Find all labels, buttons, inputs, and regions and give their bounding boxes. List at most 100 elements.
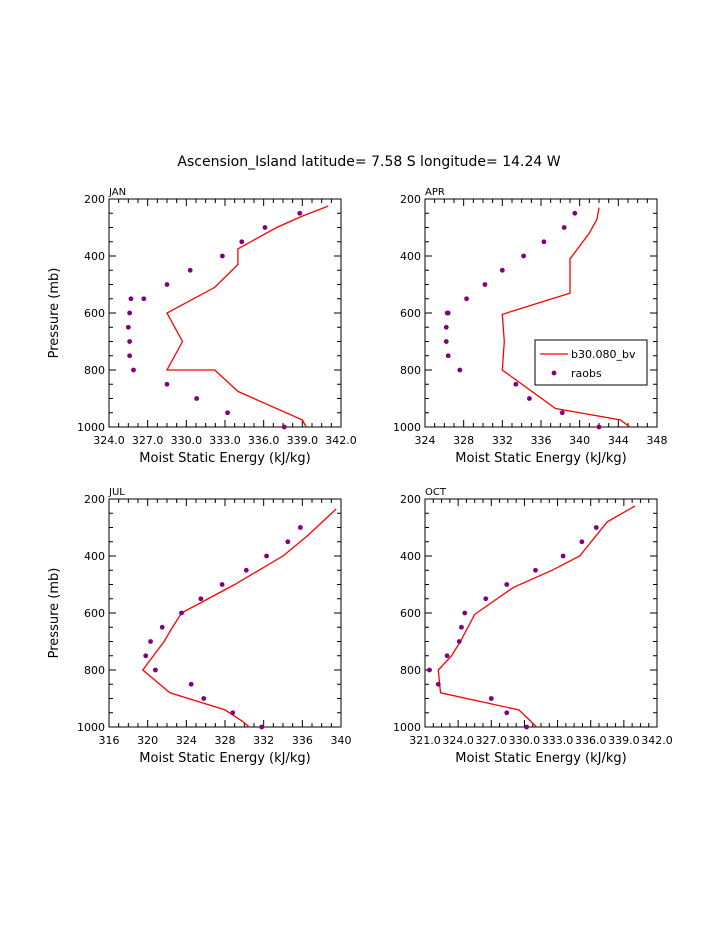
x-tick-label: 342.0: [641, 734, 673, 747]
x-tick-label: 340: [569, 434, 590, 447]
data-point-raobs: [488, 696, 494, 701]
x-tick-label: 336.0: [575, 734, 607, 747]
legend-label-obs: raobs: [571, 367, 602, 380]
data-point-raobs: [513, 381, 519, 387]
data-point-raobs: [504, 710, 510, 716]
panel-label: JAN: [108, 187, 126, 198]
data-point-raobs: [194, 396, 200, 401]
data-point-raobs: [239, 239, 245, 245]
x-tick-label: 321.0: [409, 734, 441, 747]
legend-dot-swatch: [551, 370, 557, 376]
y-tick-label: 1000: [393, 721, 421, 734]
legend-box: [534, 339, 648, 386]
series-line-model: [165, 205, 329, 428]
panel-jan: JAN 324.0 327.0 330.0 333.0 336.0 339.0 342.0 20…: [47, 187, 357, 466]
data-point-raobs: [264, 553, 269, 559]
x-tick-label: 316: [99, 734, 120, 747]
data-point-raobs: [188, 681, 194, 687]
x-tick-label: 328: [215, 734, 236, 747]
x-tick-label: 330.0: [171, 434, 203, 447]
y-tick-label: 800: [400, 664, 421, 677]
y-tick-label: 400: [400, 550, 421, 563]
data-point-raobs: [443, 324, 449, 330]
data-point-raobs: [561, 225, 567, 230]
data-point-raobs: [297, 210, 303, 216]
data-point-raobs: [499, 267, 505, 273]
data-point-raobs: [220, 253, 225, 259]
panel-apr: APR 324 328 332 336 340 344 348 200 400 600 800 1000…: [393, 187, 668, 466]
data-point-raobs: [560, 553, 566, 559]
y-tick-label: 800: [400, 364, 421, 377]
x-tick-label: 324.0: [93, 434, 125, 447]
x-tick-label: 332: [492, 434, 513, 447]
y-tick-label: 200: [400, 193, 421, 206]
data-point-raobs: [125, 324, 131, 330]
data-point-raobs: [127, 339, 133, 344]
data-point-raobs: [596, 424, 602, 430]
data-point-raobs: [141, 296, 147, 302]
x-tick-label: 333.0: [542, 734, 574, 747]
data-point-raobs: [143, 653, 149, 659]
x-tick-label: 327.0: [132, 434, 164, 447]
x-tick-label: 320: [137, 734, 158, 747]
data-point-raobs: [262, 225, 268, 230]
data-point-raobs: [243, 567, 249, 573]
x-axis-label: Moist Static Energy (kJ/kg): [139, 751, 310, 766]
x-tick-label: 324.0: [442, 734, 474, 747]
data-point-raobs: [435, 681, 441, 687]
y-tick-label: 1000: [77, 721, 105, 734]
data-point-raobs: [459, 624, 464, 630]
legend-label-model: b30.080_bv: [571, 348, 636, 361]
data-point-raobs: [259, 724, 265, 730]
data-point-raobs: [128, 296, 134, 302]
x-tick-label: 336: [292, 734, 313, 747]
data-point-raobs: [164, 282, 170, 287]
data-point-raobs: [153, 667, 158, 673]
data-point-raobs: [298, 525, 303, 530]
x-tick-label: 339.0: [287, 434, 319, 447]
x-axis-label: Moist Static Energy (kJ/kg): [455, 451, 626, 466]
y-tick-label: 600: [400, 307, 421, 320]
panel-oct: OCT 321.0 324.0 327.0 330.0 333.0 336.0 339.0 34…: [393, 487, 673, 766]
data-point-raobs: [225, 410, 230, 416]
y-tick-label: 400: [400, 250, 421, 263]
data-point-raobs: [457, 367, 463, 373]
x-tick-label: 339.0: [608, 734, 640, 747]
x-axis-label: Moist Static Energy (kJ/kg): [139, 451, 310, 466]
data-point-raobs: [521, 253, 526, 259]
data-point-raobs: [445, 353, 451, 359]
x-tick-label: 324: [415, 434, 436, 447]
y-tick-label: 600: [84, 607, 105, 620]
x-tick-label: 340: [331, 734, 352, 747]
data-point-raobs: [219, 582, 225, 587]
data-point-raobs: [427, 667, 432, 673]
y-tick-label: 800: [84, 364, 105, 377]
y-tick-label: 1000: [393, 421, 421, 434]
data-point-raobs: [456, 639, 462, 644]
x-tick-label: 342.0: [325, 434, 357, 447]
data-point-raobs: [443, 339, 449, 344]
data-point-raobs: [559, 410, 565, 416]
y-tick-label: 1000: [77, 421, 105, 434]
x-tick-label: 328: [453, 434, 474, 447]
data-point-raobs: [148, 639, 153, 644]
data-point-raobs: [593, 525, 599, 530]
y-tick-label: 400: [84, 550, 105, 563]
data-point-raobs: [462, 610, 468, 616]
y-axis-label: Pressure (mb): [47, 268, 62, 359]
y-tick-label: 800: [84, 664, 105, 677]
data-point-raobs: [482, 282, 488, 287]
x-tick-label: 333.0: [209, 434, 241, 447]
data-point-raobs: [131, 367, 136, 373]
data-point-raobs: [164, 381, 170, 387]
data-point-raobs: [483, 596, 489, 602]
series-line-model: [437, 505, 636, 728]
y-tick-label: 400: [84, 250, 105, 263]
panel-label: APR: [425, 187, 445, 198]
y-tick-label: 600: [400, 607, 421, 620]
data-point-raobs: [201, 696, 207, 701]
x-tick-label: 330.0: [509, 734, 541, 747]
y-axis-label: Pressure (mb): [47, 568, 62, 659]
